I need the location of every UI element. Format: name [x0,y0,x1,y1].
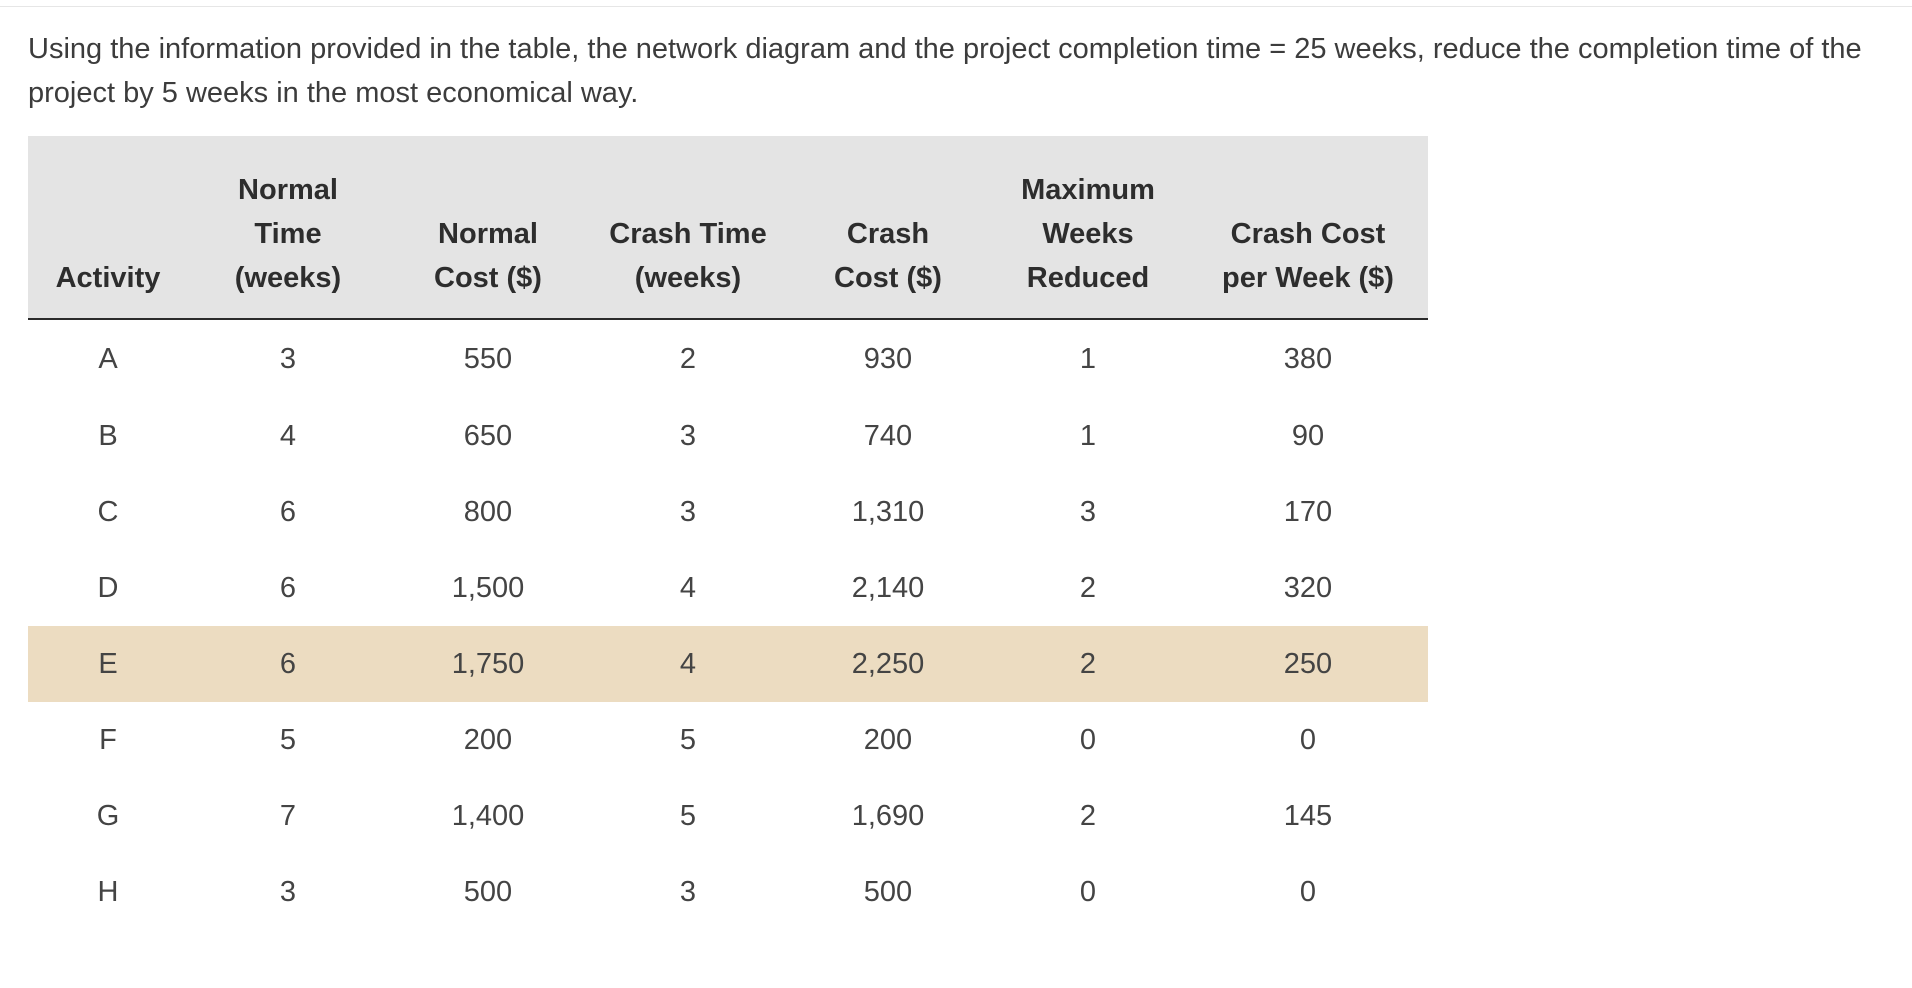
table-cell: 3 [279,875,297,908]
table-cell: 6 [188,626,388,702]
table-cell: 1,500 [451,571,525,604]
table-cell: 380 [1283,342,1333,375]
table-cell: 1,310 [851,495,925,528]
table-cell: 2,250 [788,626,988,702]
header-line: Weeks [1042,218,1134,250]
table-cell: E [28,626,188,702]
table-cell: 3 [679,419,697,452]
header-activity: Activity [28,136,188,320]
header-line: Activity [55,262,161,294]
table-cell: 3 [679,875,697,908]
table-cell: 1,690 [851,799,925,832]
table-cell: 200 [463,723,513,756]
table-cell: 6 [279,495,297,528]
top-divider [0,6,1912,7]
table-cell: 200 [863,723,913,756]
table-cell: D [97,571,119,604]
table-cell: 740 [863,419,913,452]
table-cell: 2 [988,626,1188,702]
table-cell: 145 [1283,799,1333,832]
table-cell: 500 [863,875,913,908]
table-cell: 3 [679,495,697,528]
header-line: Normal [238,174,338,206]
table-cell: 1 [1079,419,1097,452]
table-cell: 0 [1299,723,1317,756]
table-cell: 3 [279,342,297,375]
table-cell: 5 [679,723,697,756]
table-cell: 4 [588,626,788,702]
table-cell: 1,400 [451,799,525,832]
header-line: (weeks) [234,262,342,294]
table-cell: 1,750 [388,626,588,702]
table-cell: 500 [463,875,513,908]
table-row: G 7 1,400 5 1,690 2 145 [28,778,1428,854]
header-normal-time: Normal Time (weeks) [188,136,388,320]
table-cell: 930 [863,342,913,375]
table-cell: 170 [1283,495,1333,528]
table-cell: 2 [1079,799,1097,832]
table-cell: 6 [279,571,297,604]
table-row-highlighted: E 6 1,750 4 2,250 2 250 [28,626,1428,702]
table-cell: 5 [279,723,297,756]
table-cell: H [97,875,119,908]
table-cell: 0 [1299,875,1317,908]
header-normal-cost: Normal Cost ($) [388,136,588,320]
table-cell: B [98,419,118,452]
header-line: Reduced [1026,262,1150,294]
header-line: Time [254,218,322,250]
header-line: Cost ($) [434,262,542,294]
table-cell: 800 [463,495,513,528]
header-line: Crash Cost [1230,218,1386,250]
table-cell: G [96,799,120,832]
table-cell: 90 [1291,419,1325,452]
header-line: Crash [846,218,930,250]
table-row: H 3 500 3 500 0 0 [28,854,1428,930]
header-line: (weeks) [634,262,742,294]
header-crash-cost: Crash Cost ($) [788,136,988,320]
table-cell: 320 [1283,571,1333,604]
table-cell: 5 [679,799,697,832]
table-header-row: Activity Normal Time (weeks) Normal Cost ($… [28,136,1428,320]
header-line: Crash Time [609,218,767,250]
table-cell: F [99,723,117,756]
table-cell: 0 [1079,875,1097,908]
header-line: Maximum [1021,174,1155,206]
table-row: C 6 800 3 1,310 3 170 [28,474,1428,550]
header-line: Cost ($) [834,262,942,294]
table-row: A 3 550 2 930 1 380 [28,319,1428,398]
table-cell: C [97,495,119,528]
table-row: F 5 200 5 200 0 0 [28,702,1428,778]
table-cell: 550 [463,342,513,375]
table-row: D 6 1,500 4 2,140 2 320 [28,550,1428,626]
table-cell: 2,140 [851,571,925,604]
table-row: B 4 650 3 740 1 90 [28,398,1428,474]
question-text: Using the information provided in the ta… [28,33,1862,109]
table-cell: 2 [1079,571,1097,604]
header-line: per Week ($) [1222,262,1394,294]
table-cell: 2 [679,342,697,375]
crash-cost-table: Activity Normal Time (weeks) Normal Cost ($… [28,136,1428,930]
header-crash-time: Crash Time (weeks) [588,136,788,320]
table-cell: 650 [463,419,513,452]
table-cell: 1 [1079,342,1097,375]
table-cell: 3 [1079,495,1097,528]
header-crash-cost-per-week: Crash Cost per Week ($) [1188,136,1428,320]
table-cell: 7 [279,799,297,832]
header-max-weeks-reduced: Maximum Weeks Reduced [988,136,1188,320]
table-cell: 0 [1079,723,1097,756]
table-cell: 4 [679,571,697,604]
table-cell: 250 [1188,626,1428,702]
table-cell: A [98,342,118,375]
header-line: Normal [438,218,538,250]
table-cell: 4 [279,419,297,452]
